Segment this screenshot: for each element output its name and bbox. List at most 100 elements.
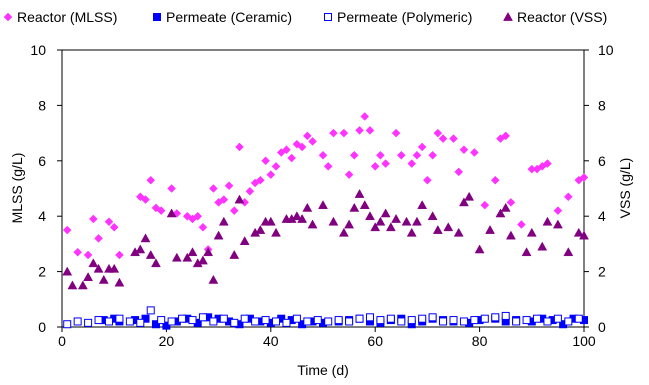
- data-point: [224, 181, 234, 191]
- data-point: [380, 208, 391, 218]
- y-tick-label-left: 10: [30, 42, 46, 58]
- data-point: [83, 250, 93, 260]
- data-point: [417, 142, 427, 152]
- data-point: [287, 153, 297, 163]
- y-tick-label-right: 8: [598, 97, 606, 113]
- data-point: [302, 202, 313, 212]
- data-point: [439, 317, 448, 326]
- data-point: [522, 316, 531, 325]
- y-tick-label-right: 2: [598, 264, 606, 280]
- data-point: [98, 274, 109, 284]
- legend-label: Reactor (VSS): [517, 9, 607, 25]
- legend: Reactor (MLSS) Permeate (Ceramic) Permeate…: [3, 9, 607, 25]
- data-point: [401, 216, 412, 226]
- data-point: [208, 274, 219, 284]
- data-point: [109, 263, 120, 273]
- data-point: [459, 317, 468, 326]
- data-point: [234, 194, 245, 204]
- data-marks: [62, 112, 589, 330]
- legend-item: Reactor (VSS): [503, 9, 607, 25]
- legend-item: Reactor (MLSS): [3, 9, 117, 25]
- data-point: [480, 314, 489, 323]
- data-point: [533, 314, 542, 323]
- data-point: [67, 280, 78, 290]
- data-point: [141, 195, 150, 204]
- data-point: [73, 317, 82, 326]
- data-point: [297, 142, 307, 152]
- data-point: [282, 318, 291, 327]
- data-point: [167, 184, 176, 193]
- legend-marker: [324, 13, 332, 21]
- data-point: [141, 314, 150, 323]
- series-0: [62, 112, 589, 260]
- data-point: [453, 227, 464, 237]
- data-point: [505, 230, 516, 240]
- data-point: [318, 150, 328, 160]
- data-point: [251, 317, 260, 326]
- legend-label: Permeate (Ceramic): [166, 9, 292, 25]
- y-tick-label-left: 8: [38, 97, 46, 113]
- data-point: [146, 175, 156, 185]
- data-point: [187, 247, 198, 257]
- data-point: [265, 216, 276, 226]
- data-point: [307, 219, 318, 229]
- data-point: [292, 314, 301, 323]
- data-point: [428, 150, 437, 160]
- data-point: [261, 156, 270, 166]
- data-point: [579, 230, 589, 240]
- data-point: [490, 175, 500, 185]
- data-point: [386, 314, 395, 323]
- data-point: [506, 197, 516, 207]
- data-point: [313, 316, 322, 325]
- data-point: [88, 214, 98, 224]
- data-point: [418, 314, 427, 323]
- data-point: [396, 150, 406, 160]
- data-point: [474, 244, 485, 254]
- x-tick-label: 20: [159, 333, 175, 349]
- y-tick-label-right: 0: [598, 319, 606, 335]
- data-point: [574, 314, 583, 323]
- data-point: [365, 125, 375, 135]
- data-point: [219, 195, 229, 204]
- data-point: [521, 247, 532, 257]
- data-point: [218, 216, 229, 226]
- legend-label: Reactor (MLSS): [17, 9, 117, 25]
- data-point: [423, 175, 432, 185]
- data-point: [255, 225, 266, 234]
- data-point: [115, 250, 124, 260]
- data-point: [391, 128, 401, 138]
- data-point: [443, 222, 454, 232]
- data-point: [302, 131, 312, 141]
- data-point: [239, 236, 250, 245]
- data-point: [397, 317, 406, 326]
- data-point: [193, 211, 203, 221]
- data-point: [272, 317, 281, 326]
- data-point: [517, 220, 526, 229]
- data-point: [62, 225, 72, 235]
- data-point: [407, 159, 417, 168]
- data-point: [370, 161, 380, 171]
- data-point: [454, 167, 464, 177]
- data-point: [198, 222, 208, 232]
- data-point: [266, 170, 276, 180]
- data-point: [104, 217, 114, 227]
- data-point: [261, 316, 270, 325]
- data-point: [308, 137, 317, 146]
- legend-item: Permeate (Ceramic): [153, 9, 292, 25]
- data-point: [162, 321, 171, 330]
- data-point: [370, 222, 381, 232]
- data-point: [157, 316, 166, 325]
- y-tick-label-left: 4: [38, 208, 46, 224]
- data-point: [323, 161, 333, 171]
- y-tick-label-left: 6: [38, 153, 46, 169]
- data-point: [104, 317, 113, 326]
- data-point: [385, 222, 396, 232]
- data-point: [470, 148, 479, 157]
- data-point: [240, 314, 249, 323]
- plot-area: [61, 49, 585, 328]
- data-point: [125, 317, 134, 326]
- data-point: [140, 233, 151, 243]
- data-point: [542, 216, 553, 226]
- legend-item: Permeate (Polymeric): [324, 9, 472, 25]
